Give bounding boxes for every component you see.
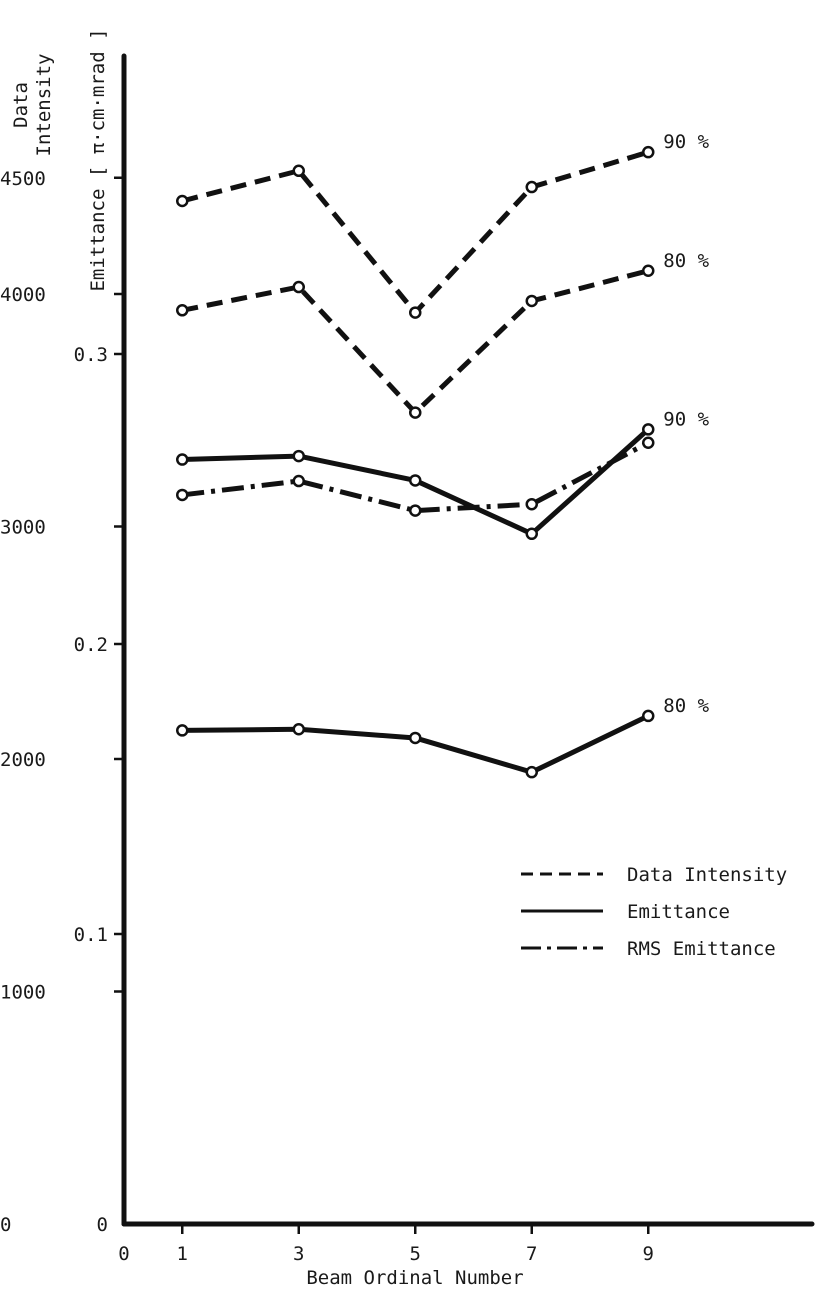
right-axis-ticks: 0 0.1 0.2 0.3 bbox=[74, 344, 124, 1236]
data-point bbox=[409, 504, 422, 517]
x-axis-label: Beam Ordinal Number bbox=[306, 1267, 523, 1289]
data-point bbox=[525, 527, 538, 541]
data-point bbox=[409, 306, 422, 319]
series-5: 80 % bbox=[176, 695, 710, 779]
left-tick-label: 0 bbox=[0, 1214, 11, 1236]
data-point bbox=[642, 423, 655, 436]
series-1: 90 % bbox=[176, 131, 710, 319]
data-point bbox=[292, 164, 305, 178]
left-tick-label: 1000 bbox=[0, 982, 46, 1004]
left-tick-label: 4500 bbox=[0, 168, 46, 190]
data-point bbox=[409, 406, 422, 419]
series-4 bbox=[176, 436, 655, 517]
legend-label: Data Intensity bbox=[627, 864, 787, 886]
series-layer: 90 % 80 % 90 % 80 % bbox=[176, 131, 710, 779]
right-tick-label: 0.1 bbox=[74, 924, 108, 946]
series-end-label: 90 % bbox=[663, 408, 709, 430]
right-axis-label: Emittance [ π·cm·mrad ] bbox=[87, 28, 109, 291]
data-point bbox=[642, 264, 655, 277]
x-tick-label: 9 bbox=[643, 1243, 654, 1265]
left-axis-label-line2: Intensity bbox=[33, 54, 55, 157]
data-point bbox=[176, 194, 189, 208]
data-point bbox=[292, 449, 305, 463]
x-tick-label: 5 bbox=[410, 1243, 421, 1265]
right-tick-label: 0 bbox=[97, 1214, 108, 1236]
legend-label: Emittance bbox=[627, 901, 730, 923]
data-point bbox=[525, 294, 538, 308]
series-line bbox=[181, 149, 649, 316]
data-point bbox=[292, 280, 305, 294]
x-tick-label: 3 bbox=[293, 1243, 304, 1265]
left-tick-label: 4000 bbox=[0, 284, 46, 306]
series-end-label: 80 % bbox=[663, 695, 709, 717]
data-point bbox=[292, 474, 305, 488]
data-point bbox=[176, 453, 189, 466]
legend-label: RMS Emittance bbox=[627, 938, 776, 960]
data-point bbox=[292, 723, 305, 736]
data-point bbox=[176, 488, 189, 502]
series-2: 80 % bbox=[176, 250, 710, 419]
right-tick-label: 0.2 bbox=[74, 634, 108, 656]
series-3: 90 % bbox=[176, 408, 710, 541]
data-point bbox=[642, 436, 655, 449]
x-tick-label: 7 bbox=[526, 1243, 537, 1265]
x-tick-label: 0 bbox=[118, 1243, 129, 1265]
legend: Data Intensity Emittance RMS Emittance bbox=[521, 864, 787, 960]
x-tick-label: 1 bbox=[177, 1243, 188, 1265]
data-point bbox=[176, 724, 189, 737]
left-tick-label: 3000 bbox=[0, 517, 46, 539]
data-point bbox=[642, 145, 655, 159]
series-end-label: 90 % bbox=[663, 131, 709, 153]
data-point bbox=[409, 731, 422, 745]
left-axis-label-line1: Data bbox=[10, 82, 32, 128]
data-point bbox=[525, 497, 538, 511]
axes bbox=[121, 53, 815, 1227]
left-axis-ticks: 0 1000 2000 3000 4000 4500 bbox=[0, 168, 124, 1236]
data-point bbox=[642, 709, 655, 723]
left-tick-label: 2000 bbox=[0, 749, 46, 771]
data-point bbox=[409, 474, 422, 487]
data-point bbox=[525, 180, 538, 194]
series-line bbox=[181, 268, 649, 416]
series-end-label: 80 % bbox=[663, 250, 709, 272]
data-point bbox=[176, 304, 189, 317]
x-axis-ticks: 0 1 3 5 7 9 bbox=[118, 1224, 654, 1265]
data-point bbox=[525, 765, 538, 779]
right-tick-label: 0.3 bbox=[74, 344, 108, 366]
